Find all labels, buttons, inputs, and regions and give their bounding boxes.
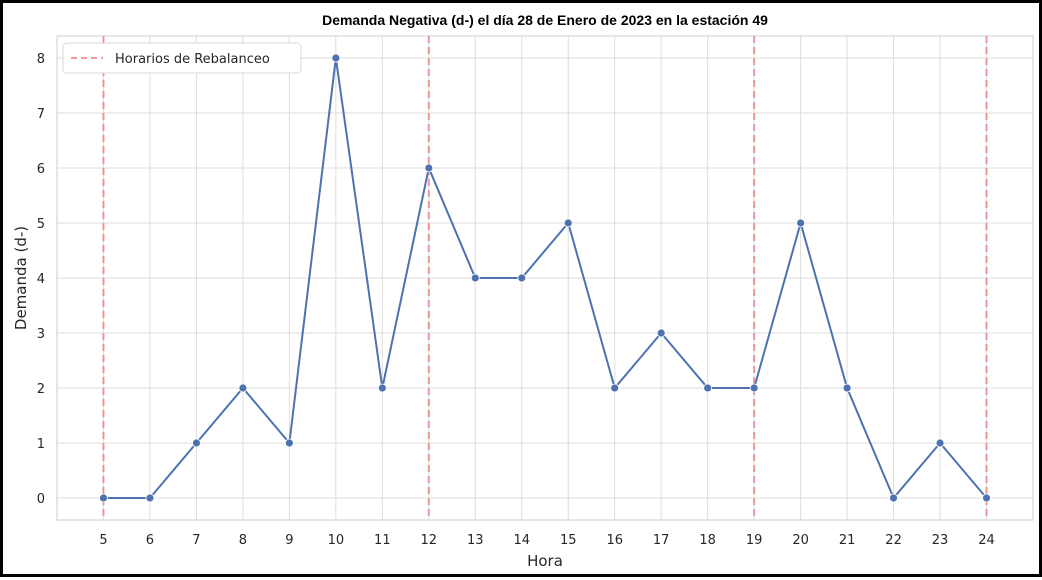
series-line (103, 57, 988, 500)
y-tick-label: 8 (37, 52, 45, 67)
data-point (982, 493, 991, 503)
series-group (99, 53, 991, 503)
x-tick-label: 12 (421, 533, 438, 548)
y-tick-label: 6 (37, 162, 45, 177)
x-tick-label: 8 (239, 533, 247, 548)
data-point (563, 218, 573, 228)
x-tick-label: 11 (374, 533, 391, 548)
x-tick-label: 15 (560, 533, 577, 548)
data-point (192, 438, 201, 448)
data-point (517, 273, 527, 283)
data-point (99, 493, 108, 503)
line-chart: Demanda Negativa (d-) el día 28 de Enero… (12, 12, 1034, 570)
data-point (796, 218, 806, 228)
x-tick-label: 17 (653, 533, 670, 548)
data-point (703, 383, 713, 393)
y-tick-label: 1 (37, 437, 45, 452)
x-tick-label: 9 (285, 533, 293, 548)
x-tick-label: 13 (467, 533, 484, 548)
y-tick-label: 3 (37, 327, 45, 342)
data-point (331, 53, 341, 63)
data-point (424, 163, 434, 173)
data-point (377, 383, 387, 393)
legend: Horarios de Rebalanceo (62, 42, 302, 74)
chart-title: Demanda Negativa (d-) el día 28 de Enero… (322, 12, 768, 28)
rebalance-lines (102, 36, 988, 520)
x-tick-labels: 5 6 7 8 9 10 11 12 13 14 15 16 17 18 19 20 21 22 23 24 (99, 533, 994, 548)
x-tick-label: 21 (839, 533, 856, 548)
y-tick-label: 7 (37, 107, 45, 122)
x-tick-label: 18 (699, 533, 716, 548)
x-axis-label: Hora (527, 552, 563, 570)
x-tick-label: 23 (932, 533, 949, 548)
data-point (470, 273, 480, 283)
y-tick-label: 0 (37, 492, 45, 507)
y-tick-label: 2 (37, 382, 45, 397)
data-point (842, 383, 852, 393)
data-point (238, 383, 248, 393)
data-point (749, 383, 759, 393)
data-point (656, 328, 666, 338)
data-point (610, 383, 620, 393)
data-point (935, 438, 945, 448)
y-axis-label: Demanda (d-) (12, 226, 30, 330)
data-point (284, 438, 294, 448)
y-tick-label: 5 (37, 217, 45, 232)
x-tick-label: 16 (606, 533, 623, 548)
x-tick-label: 22 (885, 533, 902, 548)
x-tick-label: 7 (192, 533, 200, 548)
x-tick-label: 19 (746, 533, 763, 548)
legend-label-rebalance: Horarios de Rebalanceo (115, 52, 270, 67)
legend-box (62, 42, 302, 74)
x-tick-label: 10 (328, 533, 345, 548)
x-tick-label: 20 (792, 533, 809, 548)
x-tick-label: 14 (513, 533, 530, 548)
y-tick-label: 4 (37, 272, 45, 287)
x-tick-label: 24 (978, 533, 995, 548)
data-point (145, 493, 155, 503)
y-tick-labels: 0 1 2 3 4 5 6 7 8 (37, 52, 45, 507)
x-tick-label: 6 (146, 533, 154, 548)
x-tick-label: 5 (99, 533, 107, 548)
data-point (889, 493, 898, 503)
